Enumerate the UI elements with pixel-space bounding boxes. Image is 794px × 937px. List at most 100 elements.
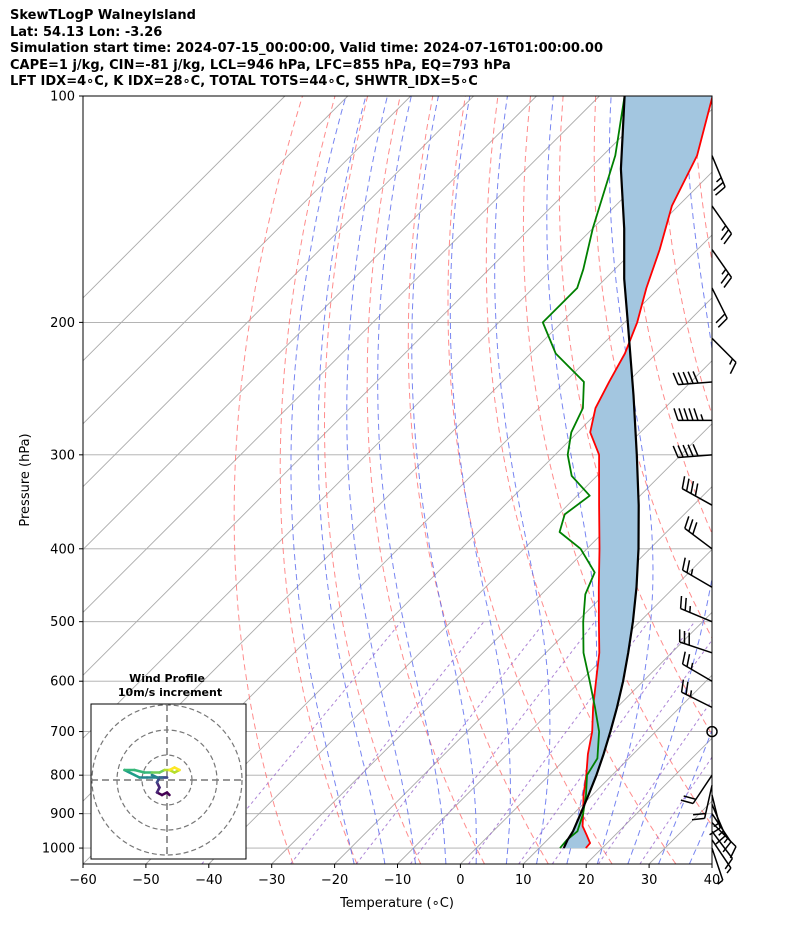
wind-barb-flag <box>687 371 694 384</box>
chart-title-line-1: SkewTLogP WalneyIsland <box>10 8 196 23</box>
wind-barb-flag <box>681 651 686 665</box>
wind-barb-shaft <box>681 488 713 506</box>
y-tick-label: 100 <box>50 90 75 105</box>
wind-barb-flag <box>680 679 685 693</box>
wind-barb-half-flag <box>700 414 704 421</box>
dry-adiabat-line <box>692 96 712 263</box>
x-tick-label: −10 <box>384 873 411 888</box>
wind-barb-shaft <box>678 454 713 459</box>
moist-adiabat-line <box>290 96 355 864</box>
mixing-ratio-lines <box>201 621 712 864</box>
y-tick-label: 900 <box>50 807 75 822</box>
chart-header: SkewTLogP WalneyIsland Lat: 54.13 Lon: -… <box>10 8 603 91</box>
wind-barb-shaft <box>711 839 732 869</box>
wind-barb-flag <box>685 478 690 492</box>
wind-barb-half-flag <box>716 177 722 183</box>
wind-barb-half-flag <box>717 879 724 885</box>
wind-barb-shaft <box>682 569 713 588</box>
mixing-ratio-line <box>409 621 596 864</box>
wind-barb <box>680 774 713 805</box>
wind-barb <box>711 847 724 885</box>
wind-barb-flag <box>683 408 689 421</box>
profile-lines <box>541 96 712 849</box>
dry-adiabat-line <box>627 96 712 535</box>
cape-shading <box>563 96 712 849</box>
wind-barb-half-flag <box>721 268 727 275</box>
dry-adiabat-line <box>558 96 712 736</box>
wind-barb <box>681 557 713 588</box>
wind-barb-shaft <box>703 785 713 819</box>
wind-barb-shaft <box>711 205 733 235</box>
wind-barb <box>672 444 713 459</box>
x-tick-label: −40 <box>195 873 222 888</box>
moist-adiabat-line <box>658 729 712 864</box>
x-axis-label: Temperature (∘C) <box>339 896 454 911</box>
moist-adiabat-line <box>546 96 598 864</box>
wind-barb-flag <box>691 817 705 821</box>
wind-barb <box>711 830 734 870</box>
wind-barb-flag <box>681 557 686 571</box>
y-tick-label: 500 <box>50 615 75 630</box>
moist-adiabat-line <box>377 96 447 864</box>
wind-barb-flag <box>681 476 686 489</box>
wind-barb <box>673 408 713 422</box>
wind-barb-flag <box>678 408 684 421</box>
wind-barb-flag <box>688 408 694 421</box>
wind-barb-half-flag <box>723 837 729 844</box>
chart-title-line-5: LFT IDX=4∘C, K IDX=28∘C, TOTAL TOTS=44∘C… <box>10 74 478 89</box>
wind-barb-shaft <box>711 155 726 188</box>
isotherm-line <box>397 548 712 864</box>
wind-barb <box>711 822 737 859</box>
hodograph-subtitle: 10m/s increment <box>118 686 222 699</box>
wind-barb-shaft <box>679 641 713 654</box>
wind-barb-flag <box>729 846 737 859</box>
wind-barb-flag <box>684 516 690 529</box>
isotherm-line <box>83 108 712 739</box>
wind-barb-flag <box>672 372 679 385</box>
wind-barb-flag <box>720 229 730 241</box>
wind-barb <box>711 155 726 196</box>
wind-barb <box>711 287 728 328</box>
wind-barb-flag <box>693 408 699 421</box>
y-tick-label: 200 <box>50 316 75 331</box>
moist-adiabat-line <box>346 96 416 864</box>
dry-adiabat-line <box>233 96 303 864</box>
wind-barbs <box>672 155 737 885</box>
wind-barb <box>681 476 713 506</box>
wind-barb-half-flag <box>689 690 693 697</box>
wind-barb-flag <box>724 858 734 870</box>
isotherm-line <box>711 863 712 864</box>
cape-area <box>563 96 712 849</box>
wind-barb-flag <box>715 186 726 196</box>
wind-barb-flag <box>673 408 679 421</box>
dry-adiabat-line <box>485 96 677 864</box>
wind-barb <box>709 794 721 836</box>
wind-barb-shaft <box>684 527 713 550</box>
wind-barb-shaft <box>711 847 724 881</box>
x-tick-label: 10 <box>515 873 532 888</box>
wind-barb-flag <box>729 362 737 375</box>
mixing-ratio-line <box>468 621 649 864</box>
mixing-ratio-line <box>597 699 712 864</box>
wind-barb-flag <box>713 181 724 192</box>
wind-barb <box>678 629 713 654</box>
moist-adiabat-line <box>494 96 551 864</box>
wind-barb-flag <box>715 313 726 324</box>
wind-barb-flag <box>723 276 733 288</box>
wind-barb-flag <box>717 317 728 328</box>
isotherm-line <box>83 96 663 676</box>
wind-barb-flag <box>679 595 683 609</box>
x-tick-label: 20 <box>578 873 595 888</box>
moist-adiabat-line <box>317 96 386 864</box>
wind-barb <box>684 516 713 550</box>
isotherm-line <box>334 485 712 864</box>
y-tick-label: 600 <box>50 675 75 690</box>
wind-barb <box>680 679 713 709</box>
wind-barb-flag <box>692 522 698 535</box>
wind-barb-shaft <box>692 774 713 804</box>
wind-barb-shaft <box>711 249 733 278</box>
dry-adiabat-line <box>366 96 485 864</box>
wind-barb-shaft <box>711 830 733 859</box>
dry-adiabat-line <box>660 96 712 416</box>
